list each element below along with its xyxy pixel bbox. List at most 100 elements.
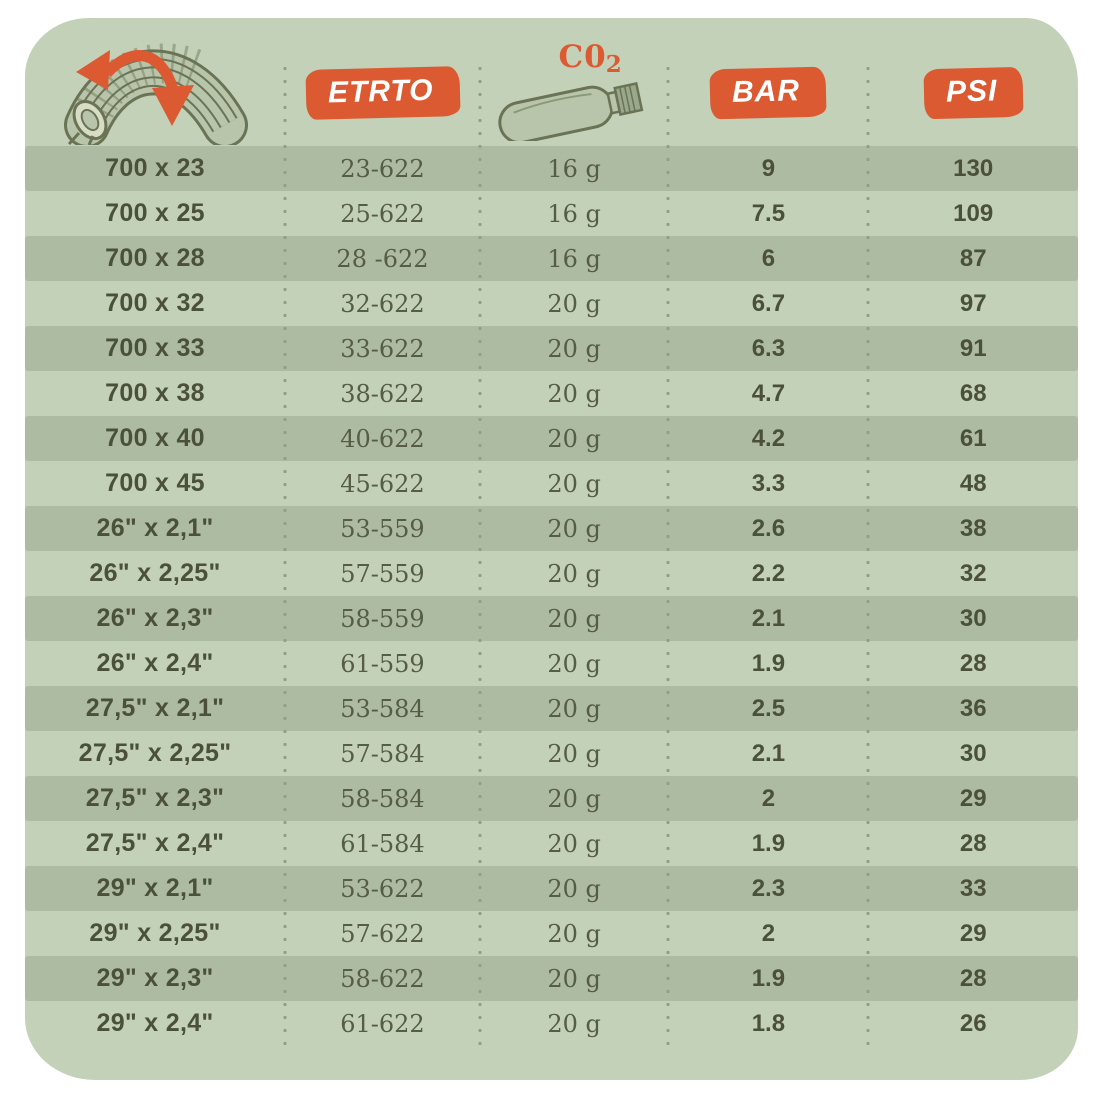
bar-value: 6 — [761, 244, 776, 272]
psi-value: 87 — [959, 244, 987, 272]
psi-value: 36 — [959, 694, 987, 722]
bar-value: 2 — [761, 919, 776, 947]
psi-value: 48 — [959, 469, 987, 497]
table-row: 26" x 2,4" 61-559 20 g 1.9 28 — [25, 641, 1078, 686]
co2-value: 20 g — [547, 694, 601, 723]
table-row: 700 x 28 28 -622 16 g 6 87 — [25, 236, 1078, 281]
bar-value: 3.3 — [751, 469, 786, 497]
psi-value: 30 — [959, 604, 987, 632]
bar-value: 1.8 — [751, 1009, 786, 1037]
table-header: ETRTO C02 BAR — [25, 18, 1078, 146]
table-row: 27,5" x 2,25" 57-584 20 g 2.1 30 — [25, 731, 1078, 776]
psi-value: 130 — [953, 154, 994, 182]
psi-value: 97 — [959, 289, 987, 317]
etrto-value: 38-622 — [340, 379, 425, 408]
bar-value: 2.2 — [751, 559, 786, 587]
table-row: 29" x 2,3" 58-622 20 g 1.9 28 — [25, 956, 1078, 1001]
etrto-value: 61-584 — [340, 829, 425, 858]
table-row: 27,5" x 2,3" 58-584 20 g 2 29 — [25, 776, 1078, 821]
column-separator — [478, 62, 482, 1050]
column-separator — [866, 62, 870, 1050]
etrto-value: 58-584 — [340, 784, 425, 813]
co2-value: 20 g — [547, 784, 601, 813]
table-row: 29" x 2,1" 53-622 20 g 2.3 33 — [25, 866, 1078, 911]
tire-size-value: 26" x 2,25" — [89, 559, 221, 587]
psi-value: 28 — [959, 829, 987, 857]
psi-value: 38 — [959, 514, 987, 542]
psi-header-badge: PSI — [922, 66, 1024, 120]
header-cell-psi: PSI — [868, 18, 1078, 146]
tire-size-value: 700 x 40 — [105, 424, 205, 452]
tire-size-value: 29" x 2,3" — [96, 964, 214, 992]
psi-value: 28 — [959, 649, 987, 677]
table-row: 700 x 38 38-622 20 g 4.7 68 — [25, 371, 1078, 416]
tire-size-value: 26" x 2,4" — [96, 649, 214, 677]
tire-rotation-icon — [63, 43, 248, 145]
table-row: 700 x 23 23-622 16 g 9 130 — [25, 146, 1078, 191]
etrto-value: 53-559 — [340, 514, 425, 543]
tire-size-value: 29" x 2,25" — [89, 919, 221, 947]
bar-value: 2.3 — [751, 874, 786, 902]
co2-value: 20 g — [547, 964, 601, 993]
header-cell-etrto: ETRTO — [285, 18, 480, 146]
table-row: 29" x 2,4" 61-622 20 g 1.8 26 — [25, 1001, 1078, 1046]
table-row: 26" x 2,3" 58-559 20 g 2.1 30 — [25, 596, 1078, 641]
etrto-value: 53-584 — [340, 694, 425, 723]
table-row: 26" x 2,25" 57-559 20 g 2.2 32 — [25, 551, 1078, 596]
column-separator — [283, 62, 287, 1050]
bar-value: 4.7 — [751, 379, 786, 407]
tire-size-value: 27,5" x 2,25" — [78, 739, 232, 767]
psi-value: 28 — [959, 964, 987, 992]
bar-value: 2 — [761, 784, 776, 812]
tire-size-value: 29" x 2,4" — [96, 1009, 214, 1037]
bar-value: 1.9 — [751, 649, 786, 677]
etrto-value: 57-559 — [340, 559, 425, 588]
etrto-value: 25-622 — [340, 199, 425, 228]
psi-value: 68 — [959, 379, 987, 407]
etrto-value: 45-622 — [340, 469, 425, 498]
bar-value: 2.1 — [751, 604, 786, 632]
bar-value: 1.9 — [751, 964, 786, 992]
table-row: 27,5" x 2,4" 61-584 20 g 1.9 28 — [25, 821, 1078, 866]
bar-value: 6.7 — [751, 289, 786, 317]
table-row: 29" x 2,25" 57-622 20 g 2 29 — [25, 911, 1078, 956]
co2-value: 20 g — [547, 514, 601, 543]
table-row: 700 x 33 33-622 20 g 6.3 91 — [25, 326, 1078, 371]
bar-value: 2.5 — [751, 694, 786, 722]
tire-size-value: 700 x 38 — [105, 379, 205, 407]
co2-value: 20 g — [547, 289, 601, 318]
etrto-value: 28 -622 — [336, 244, 429, 273]
co2-value: 20 g — [547, 559, 601, 588]
etrto-value: 53-622 — [340, 874, 425, 903]
tire-size-value: 26" x 2,1" — [96, 514, 214, 542]
etrto-header-badge: ETRTO — [305, 66, 460, 120]
co2-value: 20 g — [547, 739, 601, 768]
tire-size-value: 700 x 33 — [105, 334, 205, 362]
column-separator — [666, 62, 670, 1050]
tire-size-value: 700 x 23 — [105, 154, 205, 182]
etrto-value: 58-559 — [340, 604, 425, 633]
co2-label: C02 — [558, 39, 623, 79]
co2-value: 20 g — [547, 1009, 601, 1038]
psi-value: 29 — [959, 919, 987, 947]
psi-value: 26 — [959, 1009, 987, 1037]
etrto-value: 33-622 — [340, 334, 425, 363]
tire-size-value: 26" x 2,3" — [96, 604, 214, 632]
psi-value: 32 — [959, 559, 987, 587]
bar-header-badge: BAR — [709, 66, 827, 120]
tire-size-value: 27,5" x 2,3" — [85, 784, 225, 812]
tire-size-value: 700 x 28 — [105, 244, 205, 272]
tire-size-value: 27,5" x 2,1" — [85, 694, 225, 722]
table-row: 700 x 25 25-622 16 g 7.5 109 — [25, 191, 1078, 236]
psi-value: 91 — [959, 334, 987, 362]
bar-value: 9 — [761, 154, 776, 182]
etrto-value: 61-559 — [340, 649, 425, 678]
table-row: 27,5" x 2,1" 53-584 20 g 2.5 36 — [25, 686, 1078, 731]
co2-value: 16 g — [547, 244, 601, 273]
co2-value: 20 g — [547, 379, 601, 408]
etrto-value: 23-622 — [340, 154, 425, 183]
co2-value: 20 g — [547, 829, 601, 858]
tire-size-value: 27,5" x 2,4" — [85, 829, 225, 857]
bar-value: 4.2 — [751, 424, 786, 452]
